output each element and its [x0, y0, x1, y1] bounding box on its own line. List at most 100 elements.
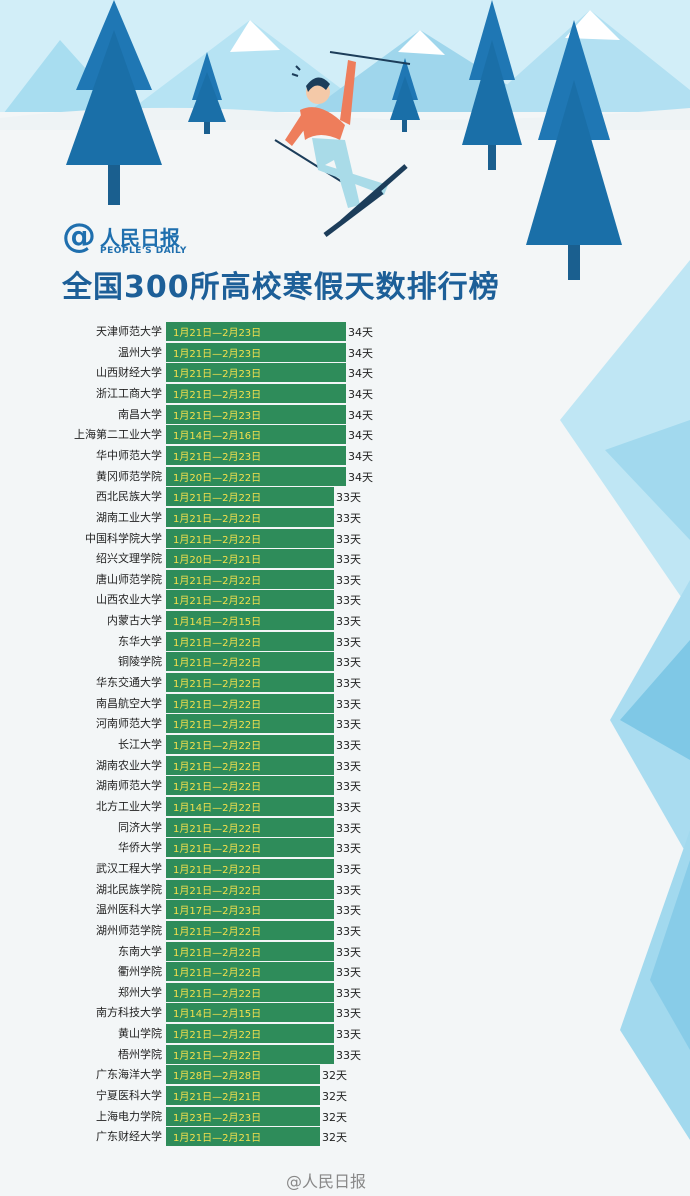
days-label: 33天 — [336, 842, 361, 856]
holiday-bar: 1月21日—2月23日 — [166, 342, 346, 362]
days-label: 32天 — [322, 1090, 347, 1104]
school-name: 黄冈师范学院 — [96, 469, 162, 483]
holiday-bar: 1月21日—2月22日 — [166, 879, 334, 899]
date-range-label: 1月14日—2月15日 — [173, 617, 262, 629]
school-name: 湖州师范学院 — [96, 923, 162, 937]
holiday-bar: 1月17日—2月23日 — [166, 900, 334, 920]
school-name: 内蒙古大学 — [107, 614, 162, 628]
date-range-label: 1月20日—2月22日 — [173, 472, 262, 484]
holiday-bar: 1月21日—2月23日 — [166, 383, 346, 403]
days-label: 34天 — [348, 367, 373, 381]
date-range-label: 1月17日—2月23日 — [173, 906, 262, 918]
tree-icon — [66, 0, 162, 205]
days-label: 32天 — [322, 1110, 347, 1124]
holiday-bar: 1月21日—2月22日 — [166, 962, 334, 982]
school-name: 北方工业大学 — [96, 799, 162, 813]
logo-chinese-name: 人民日报 — [100, 226, 180, 250]
school-name: 南方科技大学 — [96, 1006, 162, 1020]
days-label: 33天 — [336, 635, 361, 649]
chart-row: 温州医科大学 1月17日—2月23日 33天 — [0, 900, 690, 920]
days-label: 32天 — [322, 1131, 347, 1145]
days-label: 33天 — [336, 491, 361, 505]
school-name: 南昌航空大学 — [96, 696, 162, 710]
date-range-label: 1月21日—2月22日 — [173, 968, 262, 980]
school-name: 湖南师范大学 — [96, 779, 162, 793]
chart-row: 山西农业大学 1月21日—2月22日 33天 — [0, 590, 690, 610]
date-range-label: 1月21日—2月22日 — [173, 988, 262, 1000]
days-label: 33天 — [336, 986, 361, 1000]
chart-row: 浙江工商大学 1月21日—2月23日 34天 — [0, 383, 690, 403]
school-name: 华侨大学 — [118, 841, 162, 855]
chart-row: 南方科技大学 1月14日—2月15日 33天 — [0, 1003, 690, 1023]
tree-icon — [462, 0, 522, 170]
date-range-label: 1月21日—2月22日 — [173, 720, 262, 732]
chart-row: 华侨大学 1月21日—2月22日 33天 — [0, 838, 690, 858]
date-range-label: 1月21日—2月22日 — [173, 596, 262, 608]
holiday-bar: 1月21日—2月22日 — [166, 735, 334, 754]
school-name: 长江大学 — [118, 738, 162, 751]
days-label: 33天 — [336, 697, 361, 711]
school-name: 温州医科大学 — [96, 903, 162, 917]
school-name: 温州大学 — [118, 345, 162, 359]
holiday-bar: 1月21日—2月23日 — [166, 363, 346, 383]
date-range-label: 1月21日—2月22日 — [173, 1050, 262, 1062]
school-name: 山西农业大学 — [96, 593, 162, 607]
chart-row: 广东财经大学 1月21日—2月21日 32天 — [0, 1127, 690, 1147]
holiday-bar: 1月21日—2月22日 — [166, 1024, 334, 1044]
days-label: 33天 — [336, 862, 361, 876]
school-name: 铜陵学院 — [118, 655, 162, 669]
chart-row: 山西财经大学 1月21日—2月23日 34天 — [0, 363, 690, 383]
chart-row: 东华大学 1月21日—2月22日 33天 — [0, 631, 690, 651]
school-name: 同济大学 — [118, 820, 162, 834]
holiday-bar: 1月23日—2月23日 — [166, 1106, 320, 1126]
school-name: 唐山师范学院 — [96, 572, 162, 586]
holiday-bar: 1月14日—2月16日 — [166, 425, 346, 445]
school-name: 东华大学 — [118, 634, 162, 648]
school-name: 宁夏医科大学 — [96, 1089, 162, 1103]
chart-row: 武汉工程大学 1月21日—2月22日 33天 — [0, 858, 690, 878]
date-range-label: 1月14日—2月22日 — [173, 802, 262, 814]
date-range-label: 1月21日—2月23日 — [173, 451, 262, 463]
holiday-bar: 1月21日—2月22日 — [166, 755, 334, 775]
days-label: 34天 — [348, 470, 373, 484]
days-label: 33天 — [336, 883, 361, 897]
date-range-label: 1月21日—2月23日 — [173, 410, 262, 422]
date-range-label: 1月21日—2月21日 — [173, 1092, 262, 1104]
days-label: 33天 — [336, 511, 361, 525]
days-label: 33天 — [336, 532, 361, 546]
holiday-bar: 1月20日—2月22日 — [166, 466, 346, 486]
chart-row: 南昌大学 1月21日—2月23日 34天 — [0, 404, 690, 424]
date-range-label: 1月14日—2月15日 — [173, 1009, 262, 1021]
school-name: 绍兴文理学院 — [96, 552, 162, 566]
date-range-label: 1月21日—2月23日 — [173, 348, 262, 360]
holiday-bar: 1月21日—2月22日 — [166, 920, 334, 940]
date-range-label: 1月21日—2月23日 — [173, 369, 262, 381]
holiday-bar: 1月21日—2月22日 — [166, 817, 334, 837]
holiday-bar: 1月21日—2月22日 — [166, 569, 334, 589]
days-label: 34天 — [348, 346, 373, 360]
date-range-label: 1月21日—2月22日 — [173, 741, 262, 752]
chart-row: 唐山师范学院 1月21日—2月22日 33天 — [0, 569, 690, 589]
skier-illustration — [274, 51, 411, 237]
school-name: 衢州学院 — [118, 965, 162, 979]
school-name: 天津师范大学 — [96, 325, 162, 338]
page-title: 全国300所高校寒假天数排行榜 — [62, 270, 500, 305]
days-label: 34天 — [348, 387, 373, 401]
chart-row: 内蒙古大学 1月14日—2月15日 33天 — [0, 611, 690, 631]
date-range-label: 1月21日—2月22日 — [173, 493, 262, 505]
chart-row: 上海第二工业大学 1月14日—2月16日 34天 — [0, 425, 690, 445]
chart-row: 黄冈师范学院 1月20日—2月22日 34天 — [0, 466, 690, 486]
school-name: 湖北民族学院 — [96, 882, 162, 896]
date-range-label: 1月21日—2月21日 — [173, 1133, 262, 1145]
holiday-bar: 1月21日—2月22日 — [166, 528, 334, 548]
days-label: 33天 — [336, 945, 361, 959]
holiday-bar: 1月21日—2月23日 — [166, 322, 346, 341]
school-name: 西北民族大学 — [96, 490, 162, 504]
holiday-bar: 1月21日—2月22日 — [166, 693, 334, 713]
date-range-label: 1月21日—2月22日 — [173, 782, 262, 794]
days-label: 33天 — [336, 1007, 361, 1021]
date-range-label: 1月21日—2月22日 — [173, 699, 262, 711]
school-name: 东南大学 — [118, 944, 162, 958]
holiday-bar: 1月21日—2月22日 — [166, 507, 334, 527]
days-label: 33天 — [336, 780, 361, 794]
